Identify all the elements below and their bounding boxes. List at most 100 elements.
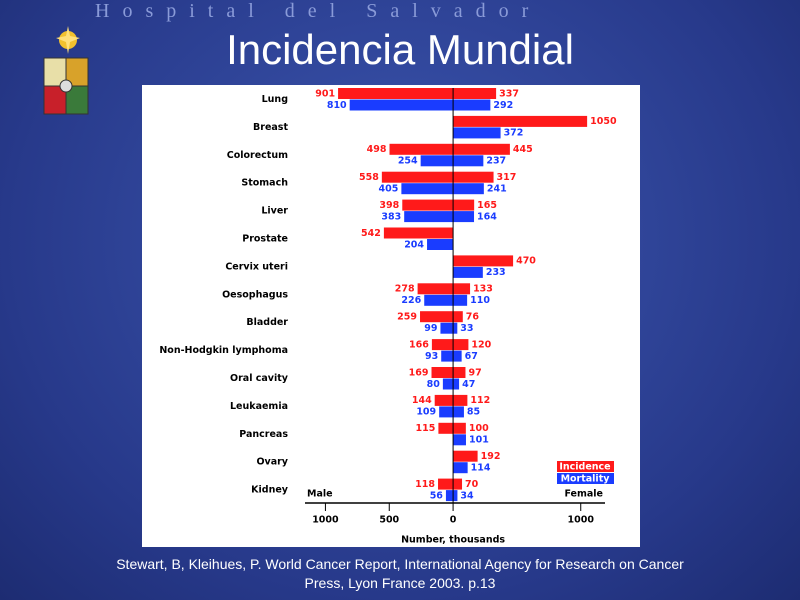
value-label: 144: [412, 395, 432, 406]
bar: [453, 406, 464, 418]
value-label: 85: [467, 407, 480, 418]
category-label: Oral cavity: [230, 373, 289, 384]
caption: Stewart, B, Kleihues, P. World Cancer Re…: [116, 556, 684, 591]
value-label: 233: [486, 267, 506, 278]
x-tick-label: 1000: [312, 515, 339, 526]
x-tick-label: 1000: [568, 515, 595, 526]
bar: [424, 294, 454, 306]
bar: [453, 88, 497, 99]
legend-swatch: [557, 473, 614, 484]
bar: [431, 339, 454, 351]
value-label: 810: [327, 100, 347, 111]
value-label: 112: [470, 395, 490, 406]
bar: [453, 294, 468, 306]
bar: [427, 239, 454, 250]
bar: [453, 422, 466, 434]
category-label: Stomach: [241, 178, 288, 189]
value-label: 100: [469, 423, 489, 434]
value-label: 80: [427, 379, 441, 390]
value-label: 498: [367, 144, 387, 155]
category-label: Prostate: [242, 234, 288, 245]
bar: [404, 211, 454, 223]
bar: [453, 199, 475, 211]
category-label: Ovary: [256, 457, 288, 468]
bar: [453, 311, 463, 323]
bar: [453, 99, 491, 111]
value-label: 120: [471, 339, 491, 350]
value-label: 114: [471, 462, 491, 473]
bar: [338, 88, 454, 99]
header: H o s p i t a l d e l S a l v a d o r: [95, 0, 533, 22]
x-tick-label: 500: [379, 515, 399, 526]
value-label: 1050: [590, 116, 617, 127]
value-label: 97: [468, 367, 481, 378]
value-label: 372: [504, 128, 524, 139]
category-label: Breast: [253, 122, 288, 133]
bar: [453, 450, 478, 462]
value-label: 47: [462, 379, 475, 390]
category-label: Oesophagus: [222, 289, 288, 300]
bar: [453, 378, 460, 390]
value-label: 254: [398, 156, 418, 167]
bar: [453, 211, 475, 223]
value-label: 383: [381, 211, 401, 222]
bar: [383, 227, 454, 239]
value-label: 241: [487, 183, 507, 194]
category-label: Colorectum: [227, 150, 288, 161]
value-label: 93: [425, 351, 438, 362]
value-label: 204: [404, 239, 424, 250]
value-label: 292: [493, 100, 513, 111]
bar: [442, 378, 454, 390]
value-label: 192: [481, 451, 501, 462]
x-tick-label: 0: [450, 515, 457, 526]
bar: [453, 155, 484, 167]
bar: [401, 183, 454, 195]
value-label: 901: [315, 88, 335, 99]
value-label: 34: [460, 490, 474, 501]
value-label: 470: [516, 256, 536, 267]
side-label: Male: [307, 489, 333, 500]
bar: [439, 406, 454, 418]
value-label: 133: [473, 284, 493, 295]
logo: [43, 26, 89, 115]
category-label: Cervix uteri: [225, 261, 288, 272]
category-label: Pancreas: [239, 429, 288, 440]
bar: [453, 462, 468, 474]
bar: [420, 311, 454, 323]
value-label: 445: [513, 144, 533, 155]
bar: [453, 255, 514, 267]
bar: [417, 283, 454, 295]
bar: [453, 143, 510, 155]
category-label: Lung: [262, 94, 288, 105]
value-label: 109: [416, 407, 436, 418]
value-label: 259: [397, 311, 417, 322]
value-label: 101: [469, 435, 489, 446]
value-label: 118: [415, 479, 435, 490]
bar: [402, 199, 454, 211]
value-label: 405: [379, 183, 399, 194]
value-label: 110: [470, 295, 490, 306]
value-label: 398: [379, 200, 399, 211]
bar: [453, 490, 458, 502]
category-label: Non-Hodgkin lymphoma: [159, 345, 288, 356]
value-label: 278: [395, 284, 415, 295]
value-label: 226: [401, 295, 421, 306]
bar: [453, 478, 463, 490]
category-label: Leukaemia: [230, 401, 288, 412]
chart-title: Incidencia Mundial: [226, 26, 574, 73]
bar: [453, 394, 468, 406]
value-label: 317: [497, 172, 517, 183]
value-label: 56: [430, 490, 444, 501]
category-label: Liver: [261, 206, 288, 217]
value-label: 99: [424, 323, 437, 334]
bar: [349, 99, 454, 111]
bar: [389, 143, 454, 155]
bar: [441, 350, 454, 362]
bar: [453, 115, 588, 127]
value-label: 164: [477, 211, 497, 222]
bar: [453, 434, 466, 446]
bar: [453, 171, 494, 183]
category-label: Bladder: [246, 317, 288, 328]
